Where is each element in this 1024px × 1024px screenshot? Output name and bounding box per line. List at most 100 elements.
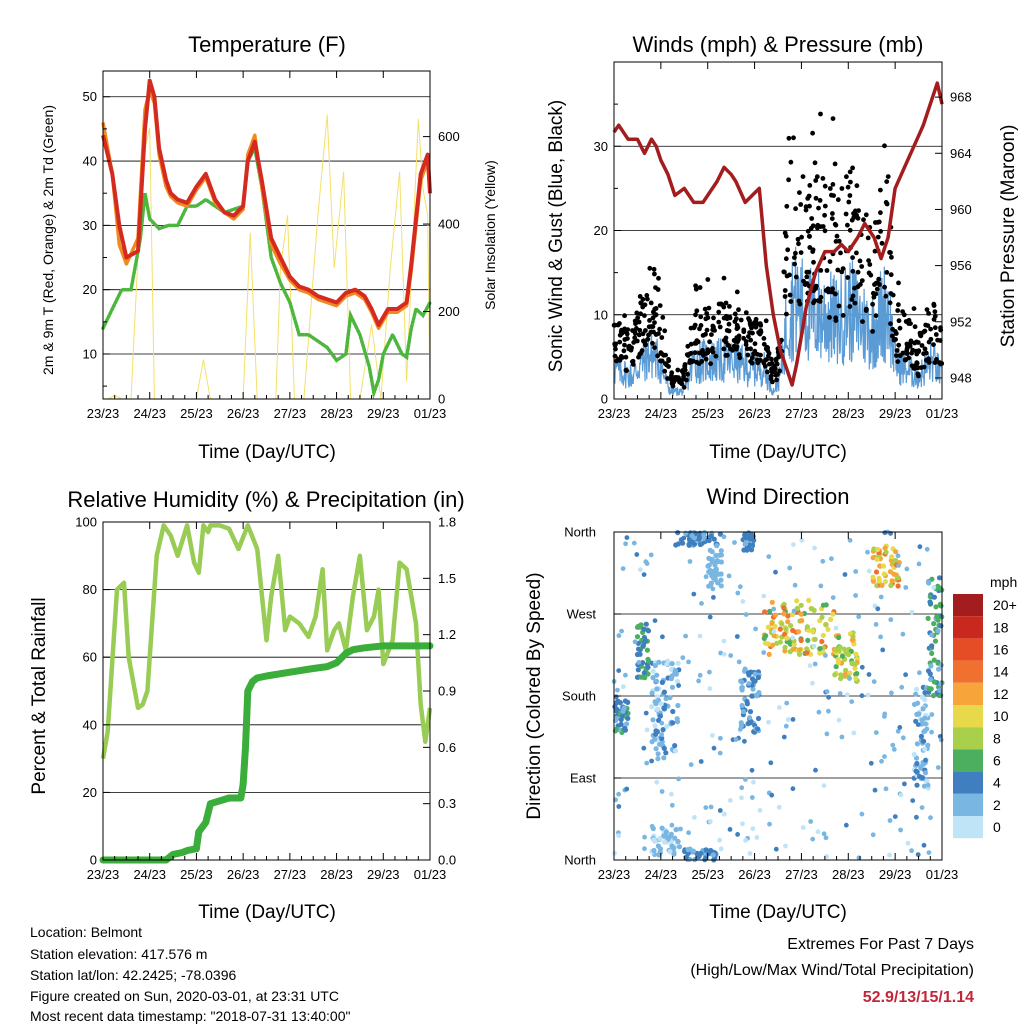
direction-point: [653, 678, 660, 684]
legend-label: 18: [993, 619, 1009, 635]
direction-point: [787, 649, 793, 655]
direction-point: [732, 540, 737, 545]
y-right-tick-label: 1.2: [438, 627, 456, 642]
gust-point: [756, 358, 761, 364]
gust-point: [911, 306, 917, 311]
direction-point: [618, 721, 624, 728]
gust-point: [813, 178, 819, 183]
direction-point: [625, 699, 631, 706]
x-tick-label: 28/23: [320, 406, 353, 421]
direction-point: [618, 717, 624, 723]
x-tick-label: 01/23: [414, 406, 447, 421]
direction-point: [929, 729, 934, 735]
direction-point: [675, 838, 681, 845]
gust-point: [652, 271, 657, 277]
gust-point: [896, 280, 901, 286]
direction-point: [703, 847, 709, 853]
direction-point: [815, 829, 821, 835]
direction-point: [823, 622, 829, 628]
direction-point: [660, 634, 665, 640]
gust-point: [915, 371, 921, 377]
wind-axes: 0 10 20 30 948 952 956 960 964 968 23/23 24/23 25/23…: [594, 62, 972, 421]
gust-point: [752, 348, 758, 354]
direction-tick-label: West: [567, 607, 597, 622]
direction-point: [889, 578, 895, 584]
y-right-tick-label: 956: [950, 258, 972, 273]
direction-point: [798, 602, 804, 608]
direction-point: [821, 783, 827, 788]
direction-point: [697, 633, 703, 639]
direction-point: [878, 634, 883, 640]
direction-point: [739, 795, 744, 801]
gust-point: [630, 362, 636, 367]
direction-point: [925, 668, 932, 674]
direction-point: [833, 647, 840, 653]
gust-point: [693, 283, 698, 289]
direction-point: [642, 638, 649, 644]
direction-point: [813, 767, 818, 773]
direction-point: [877, 563, 883, 569]
direction-point: [687, 537, 693, 543]
gust-point: [680, 368, 685, 373]
gust-point: [650, 324, 656, 329]
direction-point: [721, 638, 727, 644]
gust-point: [817, 198, 823, 203]
direction-point: [637, 651, 643, 657]
y-tick-label: 30: [83, 218, 97, 233]
direction-point: [776, 705, 782, 710]
gust-point: [909, 363, 915, 369]
x-tick-label: 23/23: [87, 406, 120, 421]
direction-point: [761, 635, 767, 642]
direction-point: [812, 636, 818, 643]
gust-point: [621, 348, 627, 354]
direction-point: [820, 602, 827, 608]
direction-point: [792, 582, 798, 588]
direction-point: [681, 535, 687, 541]
direction-point: [765, 624, 771, 630]
gust-point: [852, 300, 858, 306]
gust-point: [897, 325, 903, 331]
direction-point: [659, 679, 666, 686]
direction-point: [853, 593, 858, 598]
temperature-plot-area: [101, 78, 432, 400]
direction-point: [796, 651, 803, 658]
direction-point: [853, 671, 859, 678]
direction-point: [650, 675, 656, 681]
gust-point: [850, 165, 855, 171]
gust-point: [888, 250, 893, 256]
direction-point: [769, 599, 775, 605]
direction-point: [703, 855, 709, 861]
direction-point: [669, 791, 674, 797]
direction-point: [916, 561, 922, 567]
direction-point: [671, 851, 677, 857]
direction-point: [672, 748, 679, 754]
gust-point: [726, 321, 732, 327]
gust-point: [863, 212, 869, 218]
direction-point: [672, 671, 678, 677]
direction-point: [914, 769, 920, 775]
gust-point: [734, 346, 739, 352]
gust-point: [741, 335, 746, 341]
direction-point: [735, 832, 740, 837]
direction-point: [672, 835, 678, 841]
direction-point: [674, 716, 680, 722]
direction-point: [871, 679, 877, 684]
direction-point: [687, 559, 693, 564]
direction-point: [870, 574, 876, 580]
direction-point: [924, 546, 930, 552]
direction-point: [718, 735, 723, 741]
legend-label: 2: [993, 797, 1001, 813]
direction-point: [753, 626, 758, 632]
gust-point: [933, 332, 939, 337]
gust-point: [804, 274, 810, 280]
gust-point: [746, 316, 751, 321]
gust-point: [926, 339, 932, 345]
humidity-ylabel: Percent & Total Rainfall: [29, 597, 50, 794]
gust-point: [761, 341, 767, 347]
direction-point: [656, 659, 662, 665]
gust-point: [728, 346, 733, 352]
temperature-panel: Temperature (F) 10 20 30 40 50 0 200 400 600 23/2…: [40, 32, 498, 463]
direction-point: [924, 778, 930, 784]
direction-point: [896, 563, 901, 568]
gust-point: [784, 311, 789, 317]
